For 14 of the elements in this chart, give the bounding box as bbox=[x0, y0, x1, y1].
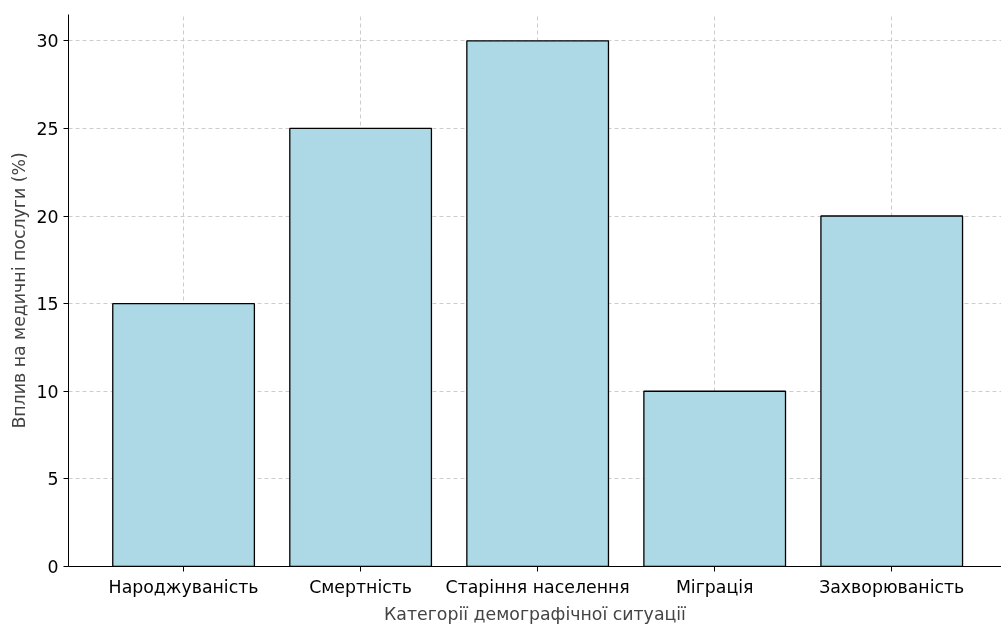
y-tick-label: 20 bbox=[36, 206, 59, 227]
y-tick-label: 15 bbox=[36, 294, 59, 315]
y-axis-title: Вплив на медичні послуги (%) bbox=[9, 152, 30, 429]
y-tick-label: 10 bbox=[36, 381, 59, 402]
y-tick-label: 30 bbox=[36, 31, 59, 52]
x-axis-title: Категорії демографічної ситуації bbox=[384, 603, 687, 624]
x-tick-label: Старіння населення bbox=[445, 576, 630, 597]
x-tick-label: Народжуваність bbox=[108, 576, 259, 597]
y-tick-label: 5 bbox=[47, 469, 59, 490]
x-tick-label: Смертність bbox=[309, 576, 413, 597]
y-tick-label: 25 bbox=[36, 118, 59, 139]
x-tick-label: Захворюваність bbox=[819, 576, 965, 597]
x-tick-label: Міграція bbox=[675, 576, 754, 597]
y-tick-label: 0 bbox=[47, 557, 59, 577]
